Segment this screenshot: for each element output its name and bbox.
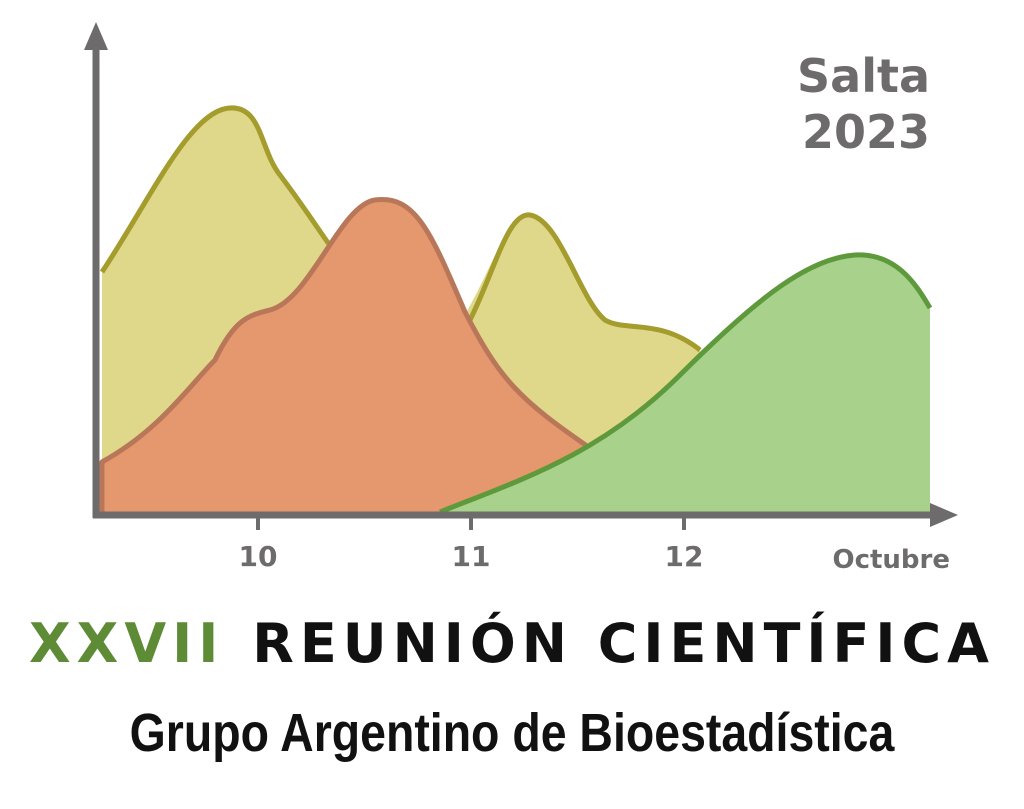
yellow-density-outline-right xyxy=(467,212,702,352)
edition-number: XXVII xyxy=(29,612,225,675)
x-axis-title: Octubre xyxy=(832,545,950,575)
x-tick-label-11: 11 xyxy=(452,540,491,573)
x-tick-label-12: 12 xyxy=(665,540,704,573)
logo-graphic: 10 11 12 Octubre Salta 2023 xyxy=(84,22,958,575)
location-year: 2023 xyxy=(802,105,930,159)
location-city: Salta xyxy=(797,49,930,103)
organization-name: Grupo Argentino de Bioestadística xyxy=(129,703,895,763)
green-density-curve xyxy=(440,254,930,516)
event-name: REUNIÓN CIENTÍFICA xyxy=(252,612,995,675)
y-axis-arrow xyxy=(84,22,108,50)
event-title: XXVII REUNIÓN CIENTÍFICA xyxy=(0,612,1024,675)
x-tick-label-10: 10 xyxy=(239,540,278,573)
green-density-outline xyxy=(439,252,933,515)
x-axis-arrow xyxy=(930,503,958,527)
orange-density-curve xyxy=(99,197,593,518)
yellow-density-outline-left xyxy=(99,105,337,274)
